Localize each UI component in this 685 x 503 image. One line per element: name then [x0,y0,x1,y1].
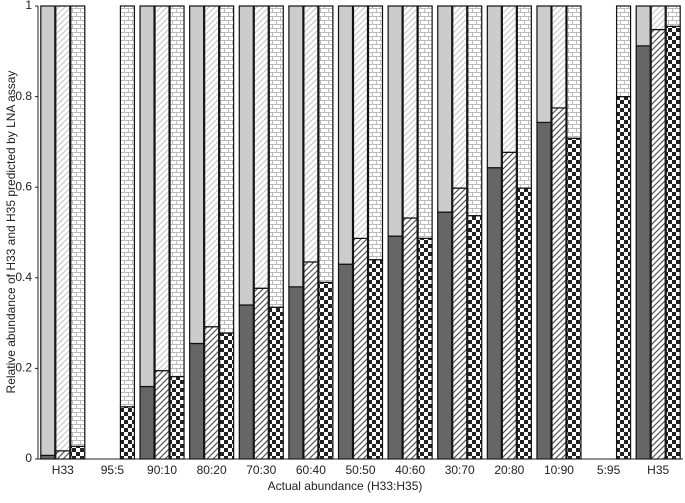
bar-segment [452,5,468,189]
bar-segment [169,5,185,378]
bar-segment [665,25,681,460]
bar-segment [437,5,453,213]
bar-segment [303,261,319,460]
y-tick-label: 0.8 [15,89,32,103]
bar-segment [139,385,155,460]
x-tick-label: H35 [647,463,669,477]
bar-segment [268,5,284,308]
bar-segment [665,5,681,27]
bar-segment [367,5,384,261]
bar-segment [501,151,517,460]
bar-segment [501,5,517,153]
bar-segment [253,287,269,460]
bar-segment [402,5,418,219]
bar-segment [154,370,170,460]
bar-segment [650,28,666,460]
bar-segment [268,306,284,460]
x-tick-label: 90:10 [147,463,177,477]
bar-segment [352,5,369,239]
x-axis-label: Actual abundance (H33:H35) [268,479,423,493]
bar-segment [615,95,632,460]
bar-segment [70,5,86,447]
bar-segment [635,45,651,460]
bar-segment [119,406,136,460]
bar-segment [516,5,532,189]
bar-segment [169,375,185,460]
x-tick-label: 50:50 [345,463,375,477]
bar-segment [303,5,319,263]
bar-segment [437,211,453,460]
bar-segment [387,235,403,460]
bar-segment [40,5,56,456]
bar-segment [154,5,170,372]
bar-segment [402,217,418,460]
bar-segment [238,304,254,460]
bar-segment [238,5,254,306]
x-tick-label: 40:60 [395,463,425,477]
bar-segment [55,450,71,460]
y-tick-label: 0.2 [15,361,32,375]
y-axis-label: Relative abundance of H33 and H35 predic… [4,71,18,394]
bar-segment [219,5,235,334]
bar-segment [486,167,502,460]
y-tick-label: 0.4 [15,270,32,284]
bar-segment [467,215,483,460]
bar-segment [204,326,220,460]
bar-segment [189,5,205,345]
bar-segment [119,5,136,408]
bar-segment [189,342,205,460]
y-tick-label: 1 [25,0,32,12]
bar-segment [55,5,71,452]
bar-segment [417,237,433,460]
bar-segment [467,5,483,217]
bar-segment [566,137,582,460]
x-tick-label: 80:20 [197,463,227,477]
bar-segment [650,5,666,31]
x-tick-label: 5:95 [597,463,621,477]
y-tick-label: 0.6 [15,179,32,193]
bar-segment [452,187,468,460]
bar-segment [536,5,552,124]
bar-segment [253,5,269,289]
bar-segment [288,286,304,460]
x-tick-label: 60:40 [296,463,326,477]
bar-segment [139,5,155,388]
bar-segment [337,5,354,265]
bar-segment [486,5,502,169]
bar-segment [288,5,304,288]
bar-segment [204,5,220,328]
bar-segment [635,5,651,47]
bar-segment [367,259,384,460]
bar-segment [318,5,334,283]
y-tick-label: 0 [25,451,32,465]
bar-segment [615,5,632,98]
x-tick-label: 10:90 [544,463,574,477]
bar-segment [516,187,532,460]
bar-segment [318,281,334,460]
x-tick-label: 30:70 [445,463,475,477]
x-tick-label: 70:30 [246,463,276,477]
bar-segment [551,5,567,109]
bar-segment [219,332,235,460]
bar-segment [352,237,369,460]
bar-segment [70,445,86,460]
bar-segment [417,5,433,239]
bar-segment [566,5,582,139]
bar-segment [387,5,403,237]
x-tick-label: H33 [52,463,74,477]
x-tick-label: 20:80 [494,463,524,477]
bar-segment [551,107,567,460]
bar-segment [536,121,552,460]
bar-segment [337,263,354,460]
x-tick-label: 95:5 [101,463,125,477]
